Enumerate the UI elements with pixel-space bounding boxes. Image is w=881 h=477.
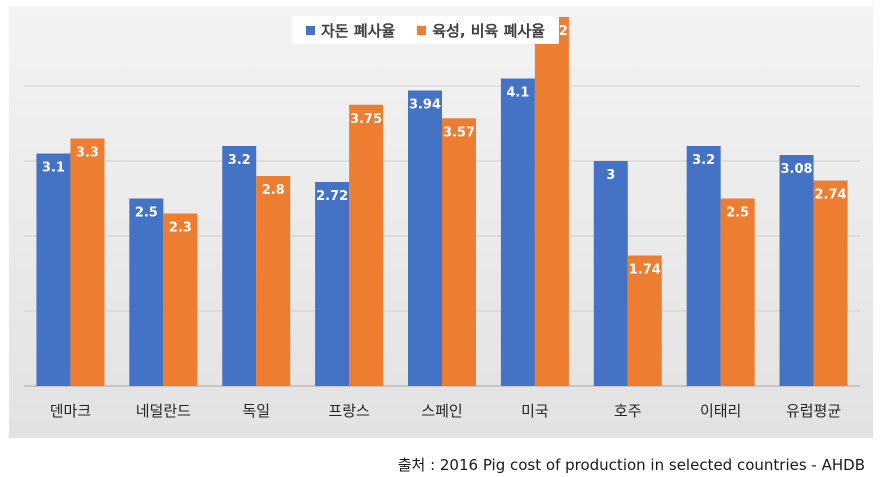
- bar-grower: [349, 104, 384, 386]
- data-label: 3.08: [781, 162, 813, 177]
- data-label: 3.2: [228, 153, 251, 168]
- data-label: 2.5: [135, 206, 158, 221]
- data-label: 3.3: [76, 146, 99, 161]
- source-note: 출처 : 2016 Pig cost of production in sele…: [397, 456, 865, 474]
- bar-grower: [163, 213, 198, 386]
- bar-grower: [256, 176, 291, 386]
- data-label: 1.74: [629, 263, 661, 278]
- data-label: 2.3: [169, 221, 192, 236]
- data-label: 2.72: [316, 189, 348, 204]
- legend-label-piglet: 자돈 폐사율: [321, 21, 396, 40]
- category-label: 프랑스: [328, 402, 370, 420]
- data-label: 2.8: [262, 183, 285, 198]
- bar-piglet: [408, 90, 442, 386]
- bar-piglet: [686, 146, 721, 386]
- data-label: 3.94: [409, 98, 441, 113]
- data-label: 3.75: [350, 112, 382, 127]
- bar-grower: [813, 180, 848, 386]
- legend-label-grower: 육성, 비육 폐사율: [432, 21, 545, 40]
- category-label: 이태리: [700, 402, 741, 420]
- bar-piglet: [779, 155, 814, 386]
- category-label: 유럽평균: [786, 402, 841, 420]
- bar-piglet: [36, 153, 71, 386]
- category-label: 독일: [242, 402, 270, 420]
- legend: 자돈 폐사율 육성, 비육 폐사율: [292, 16, 559, 44]
- data-label: 4.1: [506, 86, 529, 101]
- legend-swatch-grower: [417, 25, 427, 35]
- data-label: 3.2: [692, 153, 715, 168]
- bar-piglet: [315, 182, 350, 386]
- plot-area: 3.1 3.3 덴마크 2.5 2.3 네덜란드 3.2 2.8 독일 2.72 3.75 프랑스 3.…: [24, 17, 860, 420]
- category-label: 호주: [614, 402, 642, 420]
- legend-swatch-piglet: [306, 25, 315, 35]
- chart-panel: 3.1 3.3 덴마크 2.5 2.3 네덜란드 3.2 2.8 독일 2.72 3.75 프랑스 3.…: [9, 6, 873, 438]
- bar-piglet: [593, 161, 628, 386]
- legend-item-piglet: 자돈 폐사율: [306, 20, 395, 41]
- bar-grower: [442, 118, 476, 386]
- data-label: 3.57: [443, 125, 475, 140]
- bar-grower: [720, 198, 755, 386]
- category-label: 미국: [521, 402, 549, 420]
- bar-grower: [627, 255, 662, 386]
- data-label: 3.1: [42, 161, 65, 176]
- data-label: 3: [606, 168, 615, 183]
- category-label: 스페인: [421, 402, 462, 420]
- category-label: 네덜란드: [136, 402, 191, 420]
- bar-grower: [70, 138, 105, 386]
- bar-piglet: [222, 146, 257, 386]
- bar-grower: [534, 17, 569, 386]
- bar-piglet: [500, 78, 535, 386]
- bar-piglet: [129, 198, 164, 386]
- data-label: 2.5: [726, 206, 749, 221]
- legend-item-grower: 육성, 비육 폐사율: [417, 20, 545, 41]
- category-label: 덴마크: [50, 402, 91, 420]
- data-label: 2.74: [815, 188, 847, 203]
